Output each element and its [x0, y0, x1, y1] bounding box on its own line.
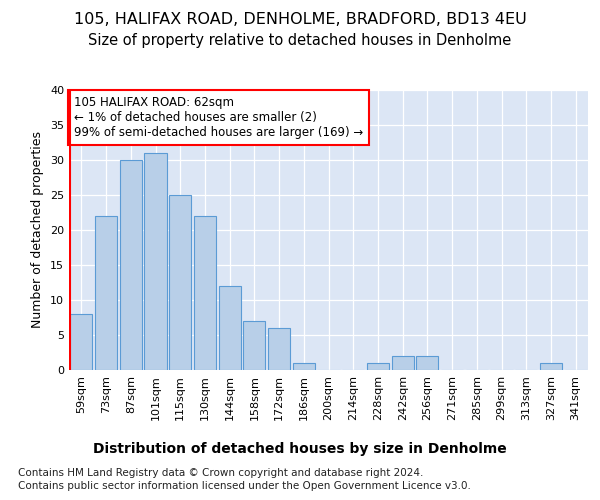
Y-axis label: Number of detached properties: Number of detached properties	[31, 132, 44, 328]
Text: 105, HALIFAX ROAD, DENHOLME, BRADFORD, BD13 4EU: 105, HALIFAX ROAD, DENHOLME, BRADFORD, B…	[74, 12, 526, 28]
Bar	[218, 286, 241, 370]
Bar	[540, 363, 562, 370]
Text: Size of property relative to detached houses in Denholme: Size of property relative to detached ho…	[88, 32, 512, 48]
Bar	[416, 356, 439, 370]
Text: Contains HM Land Registry data © Crown copyright and database right 2024.: Contains HM Land Registry data © Crown c…	[18, 468, 424, 477]
Bar	[194, 216, 216, 370]
Text: Distribution of detached houses by size in Denholme: Distribution of detached houses by size …	[93, 442, 507, 456]
Bar	[293, 363, 315, 370]
Bar	[367, 363, 389, 370]
Text: 105 HALIFAX ROAD: 62sqm
← 1% of detached houses are smaller (2)
99% of semi-deta: 105 HALIFAX ROAD: 62sqm ← 1% of detached…	[74, 96, 364, 138]
Bar	[70, 314, 92, 370]
Bar	[145, 153, 167, 370]
Bar	[243, 321, 265, 370]
Bar	[268, 328, 290, 370]
Bar	[392, 356, 414, 370]
Bar	[119, 160, 142, 370]
Text: Contains public sector information licensed under the Open Government Licence v3: Contains public sector information licen…	[18, 481, 471, 491]
Bar	[95, 216, 117, 370]
Bar	[169, 195, 191, 370]
